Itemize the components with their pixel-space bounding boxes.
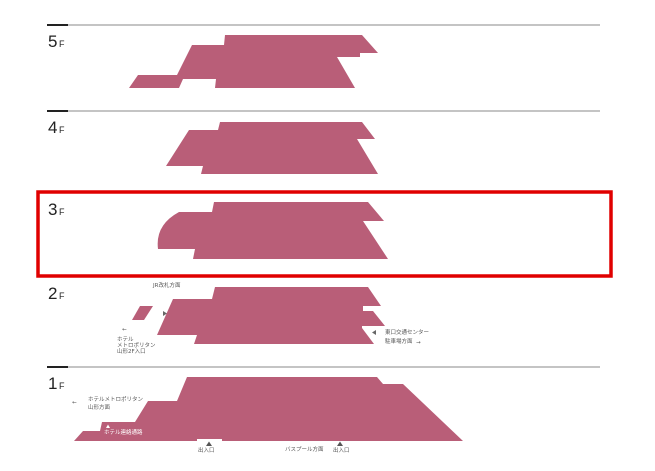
floor-4f[interactable]: 4 F	[47, 110, 600, 174]
floor-number: 1	[48, 374, 57, 393]
entrance-triangle-icon	[206, 441, 212, 446]
floor-1f[interactable]: 1 F ← ホテルメトロポリタン 山形方面 ホテル連絡通路 出入口 バスプール方…	[47, 366, 600, 454]
arrow-left-icon: ←	[122, 327, 127, 333]
floor-number: 2	[48, 284, 57, 303]
floor-number: 3	[48, 200, 57, 219]
arrow-left-icon: ←	[72, 400, 77, 406]
label-entrance-1: 出入口	[198, 446, 215, 454]
floor-plan-5f[interactable]	[129, 35, 378, 88]
label-hotel-2f-1: ホテル	[117, 336, 134, 343]
floor-plan-1f[interactable]	[74, 377, 463, 441]
floor-number: 5	[48, 32, 57, 51]
floor-number: 4	[48, 118, 57, 137]
label-bus-pool: バスプール方面	[285, 445, 324, 453]
floor-2f[interactable]: 2 F JR改札方面 ← ホテル メトロポリタン 山形2F入口 東口交通センター…	[48, 281, 429, 355]
floor-suffix: F	[59, 125, 65, 135]
current-floor-highlight	[36, 190, 613, 278]
entrance-triangle-icon	[106, 424, 110, 428]
label-hotel-2f-2: メトロポリタン	[117, 341, 156, 349]
label-hotel-1f-1: ホテルメトロポリタン	[88, 395, 144, 403]
floor-plan-3f[interactable]	[157, 202, 388, 259]
arrow-right-icon: →	[416, 340, 421, 346]
floor-suffix: F	[59, 381, 65, 391]
label-jr-gate: JR改札方面	[152, 281, 181, 289]
label-parking: 駐車場方面	[385, 337, 413, 345]
label-east-transport-center: 東口交通センター	[385, 328, 429, 336]
label-hotel-2f-3: 山形2F入口	[117, 347, 146, 355]
arrow-left-icon	[372, 330, 376, 335]
label-hotel-1f-2: 山形方面	[88, 403, 111, 411]
floor-suffix: F	[59, 207, 65, 217]
label-hotel-passage: ホテル連絡通路	[104, 428, 143, 436]
floor-5f[interactable]: 5 F	[47, 24, 600, 88]
floor-plan-2f-annex	[132, 306, 153, 320]
floor-suffix: F	[59, 291, 65, 301]
arrow-right-icon	[163, 311, 167, 316]
floor-3f[interactable]: 3 F	[36, 190, 613, 278]
floor-suffix: F	[59, 39, 65, 49]
floor-plan-2f[interactable]	[157, 287, 385, 344]
entrance-triangle-icon	[337, 441, 343, 446]
label-entrance-2: 出入口	[333, 446, 350, 454]
floor-plan-4f[interactable]	[166, 122, 378, 174]
